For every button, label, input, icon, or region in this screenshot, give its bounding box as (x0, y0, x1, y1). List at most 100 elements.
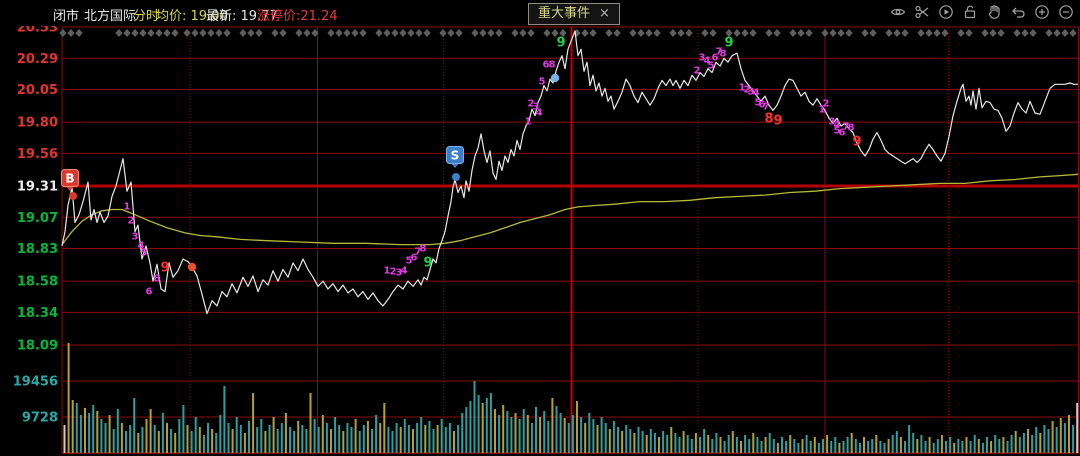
price-tick-label: 19.07 (17, 211, 58, 226)
count-label: 4 (753, 88, 760, 99)
buy-signal-label: B (65, 172, 74, 186)
count-label: 1 (819, 105, 826, 116)
volume-bar (436, 425, 439, 453)
volume-bar (604, 423, 607, 453)
scissors-icon[interactable] (914, 4, 930, 20)
volume-bar (120, 423, 123, 453)
volume-bar (764, 437, 767, 453)
volume-bar (977, 439, 980, 453)
undo-icon[interactable] (1010, 4, 1026, 20)
event-diamond (183, 29, 191, 37)
event-diamond (773, 29, 781, 37)
volume-bar (904, 441, 906, 453)
volume-bar (420, 417, 423, 453)
volume-bar (793, 439, 796, 453)
volume-bar (317, 427, 320, 453)
volume-bar (727, 435, 730, 453)
average-price-line (61, 173, 1079, 246)
event-diamond (605, 29, 613, 37)
event-diamond (207, 29, 215, 37)
volume-bar (723, 441, 726, 453)
event-diamond (311, 29, 319, 37)
event-diamond (479, 29, 487, 37)
count-label: 6 (411, 253, 418, 264)
chart-type-label[interactable]: 分时 (133, 9, 160, 24)
volume-bar (239, 425, 242, 453)
zoom-in-icon[interactable] (1034, 4, 1050, 20)
volume-bar (260, 419, 263, 453)
hand-icon[interactable] (986, 4, 1002, 20)
event-diamond (893, 29, 901, 37)
sell-signal-label: S (451, 149, 460, 163)
stock-name-label: 北方国际 (84, 9, 137, 24)
buy-signal-pointer (66, 186, 74, 191)
volume-bar (666, 435, 669, 453)
volume-bar (809, 441, 812, 453)
volume-bar (330, 429, 332, 453)
event-diamond (447, 29, 455, 37)
volume-bar (752, 433, 755, 453)
volume-bar (608, 429, 611, 453)
volume-bar (71, 400, 74, 453)
volume-bar (674, 433, 677, 453)
price-tick-label: 19.80 (17, 116, 58, 131)
volume-bar (768, 433, 771, 453)
volume-bar (198, 427, 201, 453)
event-diamond (925, 29, 933, 37)
event-diamond (821, 29, 829, 37)
volume-bar (924, 441, 927, 453)
event-diamond (59, 29, 67, 37)
count-label: 1 (739, 83, 746, 94)
volume-bar (129, 425, 132, 453)
volume-bar (432, 429, 435, 453)
event-diamond (415, 29, 423, 37)
volume-bar (875, 435, 878, 453)
volume-bar (1027, 429, 1029, 453)
volume-bar (391, 431, 394, 453)
count-label: 5 (834, 126, 841, 137)
event-diamond (581, 29, 589, 37)
event-diamond (527, 29, 535, 37)
count-9-green-label: 9 (556, 36, 565, 51)
zoom-out-icon[interactable] (1058, 4, 1074, 20)
volume-bar (998, 439, 1001, 453)
volume-bar (186, 425, 189, 453)
sell-signal-dot (452, 173, 460, 181)
eye-icon[interactable] (890, 4, 906, 20)
volume-bar (785, 441, 788, 453)
volume-bar (366, 421, 369, 453)
count-label: 5 (406, 256, 413, 267)
count-label: 2 (128, 216, 135, 227)
volume-bar (256, 427, 259, 453)
volume-bar (637, 427, 640, 453)
volume-bar (399, 427, 402, 453)
event-diamond (271, 29, 279, 37)
volume-bar (268, 425, 271, 453)
count-9-red-label: 9 (160, 261, 169, 276)
replay-icon[interactable] (938, 4, 954, 20)
volume-bar (850, 433, 853, 453)
volume-bar (276, 429, 279, 453)
event-diamond (423, 29, 431, 37)
event-diamond (123, 29, 131, 37)
volume-bar (207, 423, 209, 453)
volume-bar (908, 425, 911, 453)
volume-bar (1051, 421, 1054, 453)
unlock-icon[interactable] (962, 4, 978, 20)
volume-bar (949, 437, 952, 453)
volume-bar (309, 393, 312, 453)
volume-bar (202, 435, 205, 453)
count-label: 3 (132, 232, 139, 243)
volume-bar (375, 415, 378, 453)
tab-major-events[interactable]: 重大事件 × (528, 3, 620, 25)
volume-bar (182, 405, 185, 453)
volume-bar (945, 441, 947, 453)
volume-bar (584, 423, 587, 453)
count-label: 8 (549, 60, 556, 71)
count-label: 6 (839, 128, 846, 139)
volume-bar (153, 425, 156, 453)
tab-close-icon[interactable]: × (599, 6, 610, 21)
volume-bar (1047, 429, 1050, 453)
